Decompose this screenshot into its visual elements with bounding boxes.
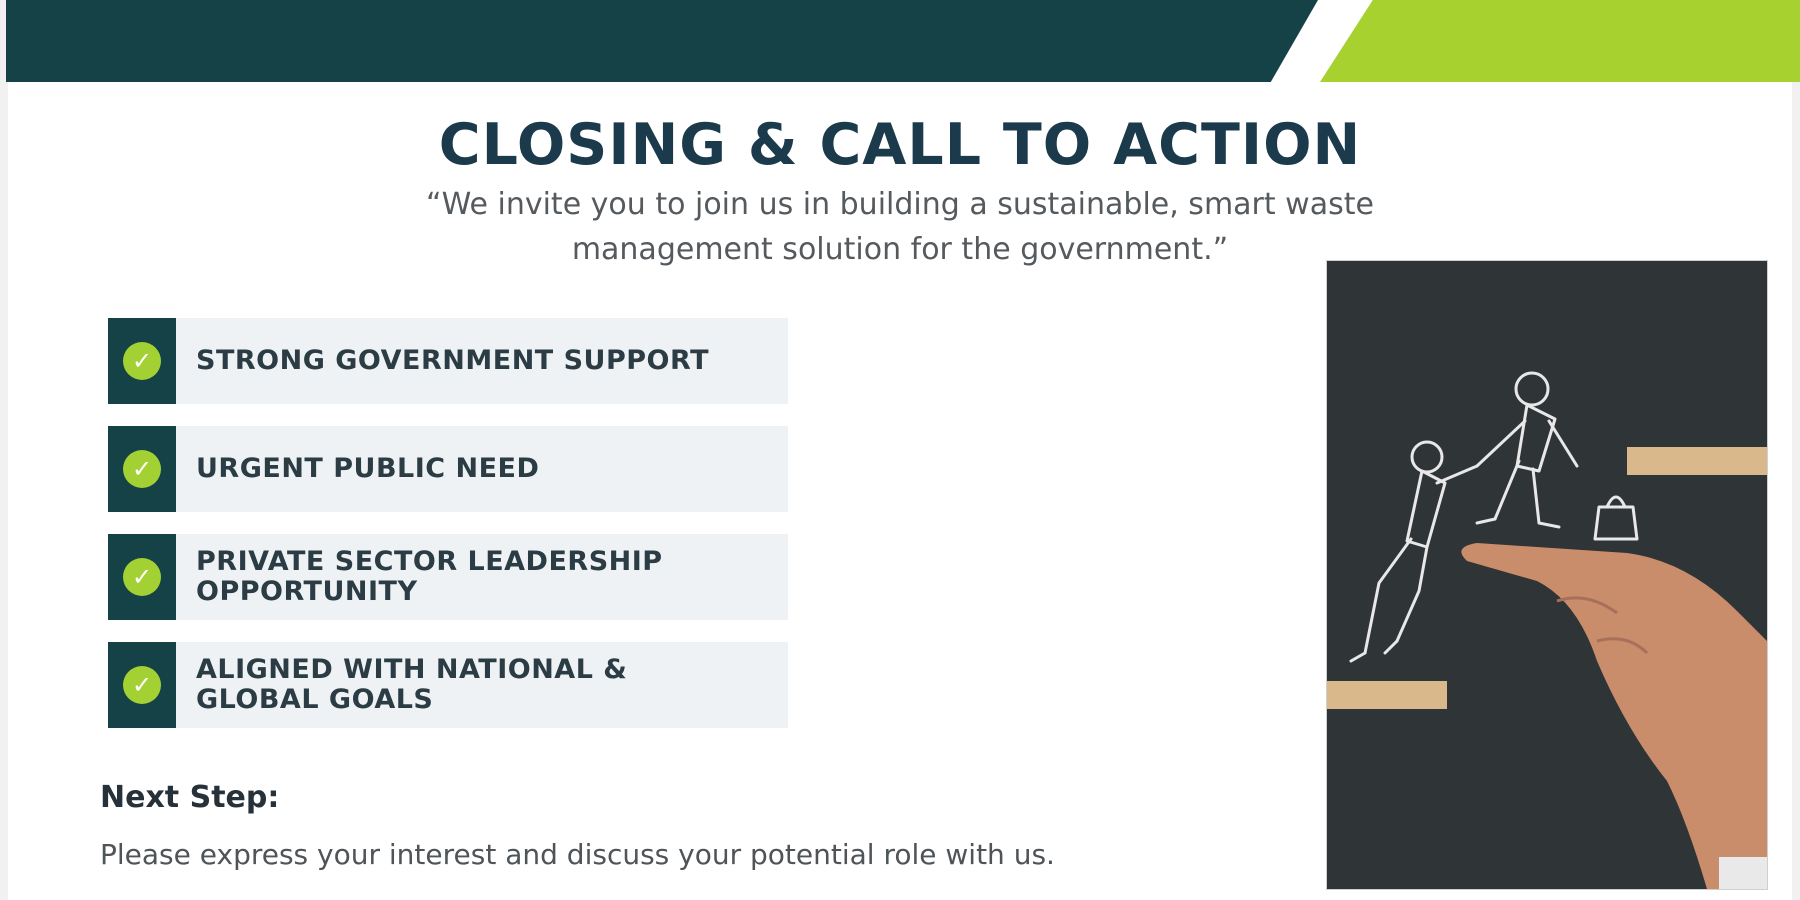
key-point-private-sector: ✓ PRIVATE SECTOR LEADERSHIP OPPORTUNITY: [108, 534, 788, 620]
next-step-body: Please express your interest and discuss…: [100, 838, 1055, 871]
wooden-ledge: [1327, 681, 1447, 709]
key-point-aligned-goals: ✓ ALIGNED WITH NATIONAL & GLOBAL GOALS: [108, 642, 788, 728]
next-step-heading: Next Step:: [100, 780, 280, 815]
key-point-public-need: ✓ URGENT PUBLIC NEED: [108, 426, 788, 512]
chalk-figures: [1349, 371, 1639, 663]
quote-line-1: “We invite you to join us in building a …: [426, 187, 1374, 222]
quote-line-2: management solution for the government.”: [571, 232, 1229, 267]
wooden-ledge: [1627, 447, 1767, 475]
check-badge: ✓: [108, 642, 176, 728]
check-badge: ✓: [108, 426, 176, 512]
key-point-label: STRONG GOVERNMENT SUPPORT: [196, 345, 710, 376]
check-circle-icon: ✓: [123, 666, 161, 704]
check-circle-icon: ✓: [123, 558, 161, 596]
helping-hand-chalk-illustration: [1326, 260, 1768, 890]
header-band: [0, 0, 1800, 90]
key-point-label: ALIGNED WITH NATIONAL & GLOBAL GOALS: [196, 654, 628, 715]
slide-title: CLOSING & CALL TO ACTION: [438, 112, 1362, 178]
check-badge: ✓: [108, 534, 176, 620]
header-band-accent: [1320, 0, 1800, 82]
check-circle-icon: ✓: [123, 342, 161, 380]
check-circle-icon: ✓: [123, 450, 161, 488]
pointing-hand: [1461, 543, 1767, 889]
key-point-label: URGENT PUBLIC NEED: [196, 453, 540, 484]
key-point-label: PRIVATE SECTOR LEADERSHIP OPPORTUNITY: [196, 546, 663, 607]
check-badge: ✓: [108, 318, 176, 404]
quote-block: “We invite you to join us in building a …: [360, 182, 1440, 272]
key-point-government-support: ✓ STRONG GOVERNMENT SUPPORT: [108, 318, 788, 404]
header-band-dark: [6, 0, 1318, 82]
helping-hand-illustration-svg: [1327, 261, 1767, 889]
